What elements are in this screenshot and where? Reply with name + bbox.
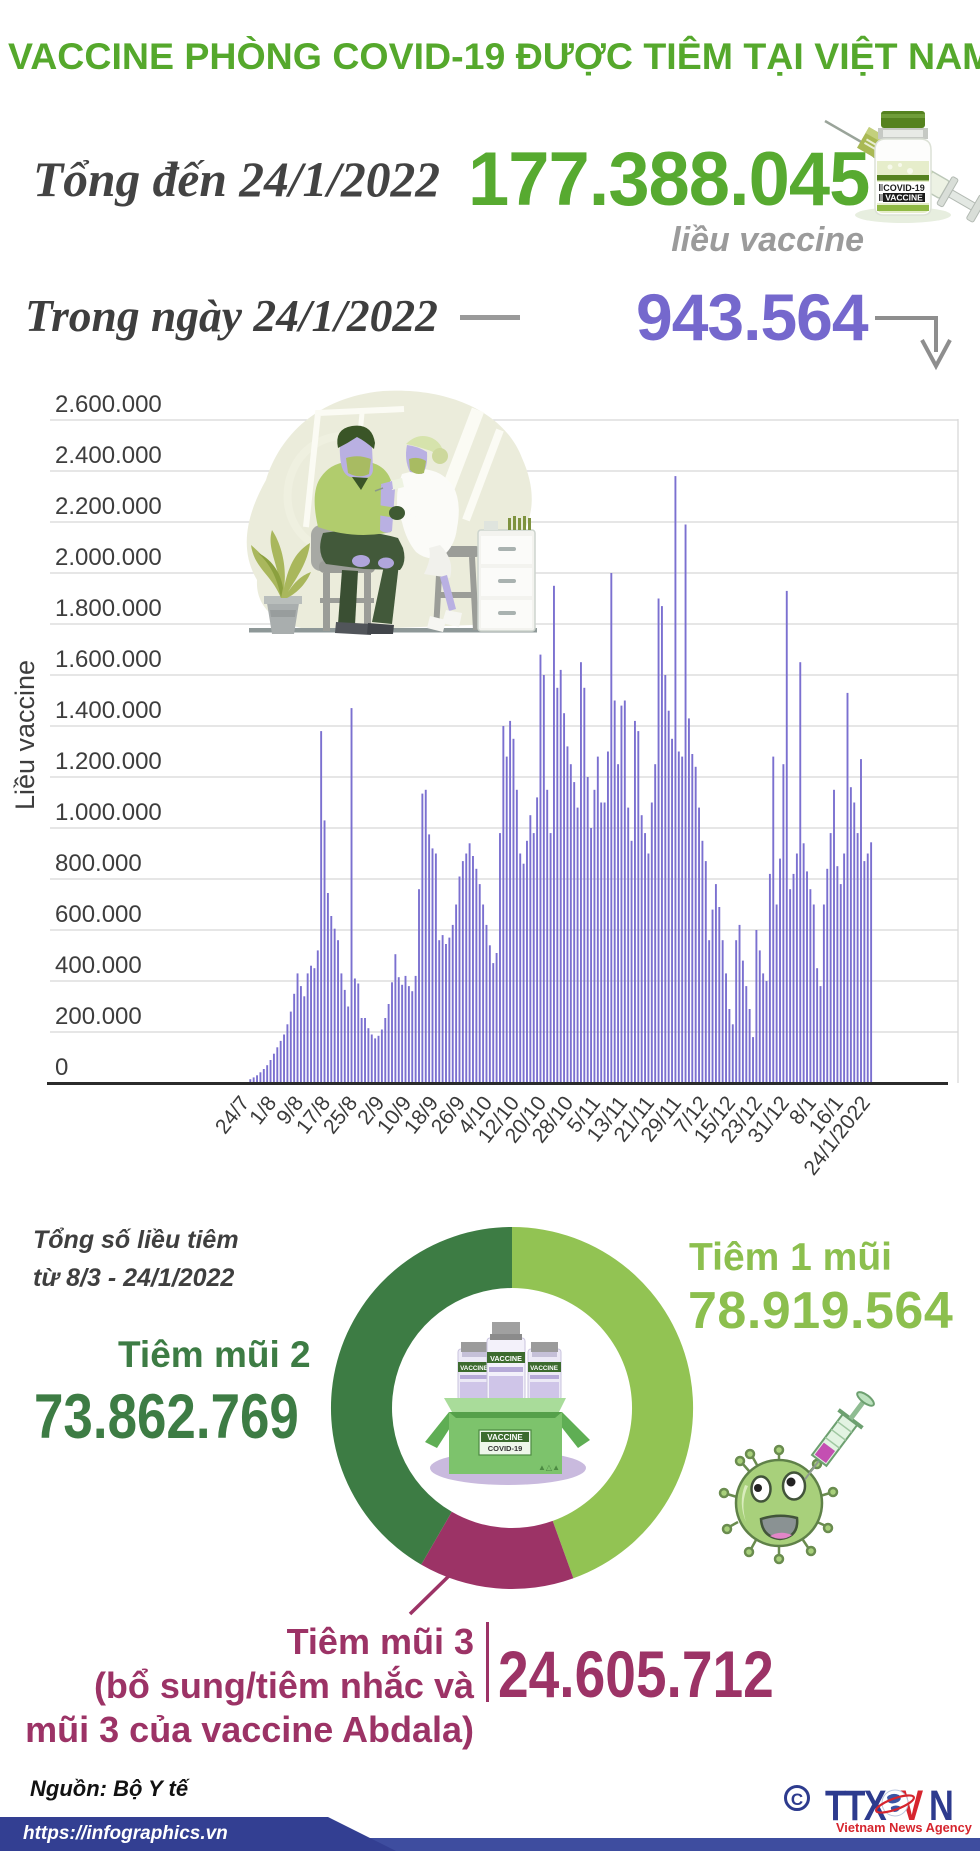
svg-text:0: 0 <box>55 1054 68 1081</box>
svg-text:800.000: 800.000 <box>55 850 142 877</box>
svg-text:600.000: 600.000 <box>55 901 142 928</box>
svg-text:▲△▲: ▲△▲ <box>538 1463 560 1472</box>
svg-text:2.400.000: 2.400.000 <box>55 442 162 469</box>
svg-text:Liều vaccine: Liều vaccine <box>10 660 40 810</box>
svg-text:VACCINE: VACCINE <box>885 193 923 203</box>
svg-text:2.600.000: 2.600.000 <box>55 391 162 418</box>
svg-text:1.400.000: 1.400.000 <box>55 697 162 724</box>
svg-text:1.200.000: 1.200.000 <box>55 748 162 775</box>
svg-text:COVID-19: COVID-19 <box>488 1444 523 1453</box>
svg-text:200.000: 200.000 <box>55 1003 142 1030</box>
svg-text:VACCINE: VACCINE <box>487 1433 523 1442</box>
svg-text:N: N <box>929 1782 954 1829</box>
svg-text:400.000: 400.000 <box>55 952 142 979</box>
svg-text:1.800.000: 1.800.000 <box>55 595 162 622</box>
svg-text:VACCINE: VACCINE <box>460 1365 488 1372</box>
svg-text:COVID-19: COVID-19 <box>883 183 925 193</box>
svg-text:Vietnam News Agency: Vietnam News Agency <box>836 1820 973 1835</box>
svg-text:1.600.000: 1.600.000 <box>55 646 162 673</box>
svg-text:2.200.000: 2.200.000 <box>55 493 162 520</box>
svg-text:C: C <box>791 1790 803 1809</box>
svg-text:1.000.000: 1.000.000 <box>55 799 162 826</box>
svg-text:2.000.000: 2.000.000 <box>55 544 162 571</box>
svg-text:V: V <box>900 1782 923 1829</box>
svg-text:VACCINE: VACCINE <box>530 1365 558 1372</box>
svg-text:VACCINE: VACCINE <box>490 1354 522 1363</box>
